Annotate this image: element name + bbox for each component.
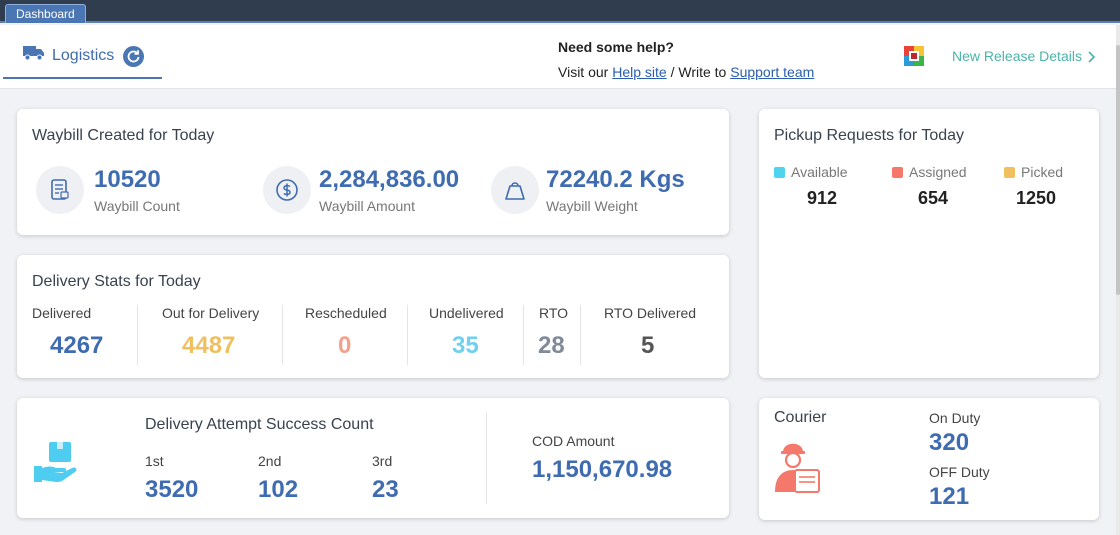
- on-duty-label: On Duty: [929, 410, 981, 426]
- attempt-divider: [486, 412, 487, 504]
- waybill-weight-value: 72240.2 Kgs: [546, 166, 685, 193]
- weight-icon: [505, 182, 525, 200]
- attempt-1-label: 1st: [145, 453, 164, 469]
- off-duty-value: 121: [929, 483, 970, 510]
- pickup-value: 1250: [1016, 188, 1057, 208]
- receipt-icon: [51, 179, 69, 200]
- stat-rescheduled: Rescheduled 0: [282, 305, 407, 365]
- pickup-label: Assigned: [909, 164, 967, 180]
- help-line: Visit our Help site / Write to Support t…: [558, 64, 814, 80]
- waybill-title: Waybill Created for Today: [32, 127, 215, 144]
- legend-swatch: [892, 167, 903, 178]
- new-release-link[interactable]: New Release Details: [952, 48, 1082, 64]
- stat-value: 0: [338, 332, 352, 359]
- pickup-title: Pickup Requests for Today: [774, 127, 965, 144]
- waybill-count-value: 10520: [94, 166, 161, 193]
- stat-label: Out for Delivery: [162, 305, 260, 321]
- help-site-link[interactable]: Help site: [612, 64, 667, 80]
- logistics-label: Logistics: [52, 47, 115, 64]
- chevron-right-icon[interactable]: [1087, 50, 1097, 64]
- attempt-3-value: 23: [372, 476, 399, 503]
- pickup-value: 912: [807, 188, 838, 208]
- stat-value: 35: [452, 332, 479, 359]
- pickup-requests-card: Pickup Requests for Today Available 912 …: [759, 109, 1099, 378]
- pickup-label: Picked: [1021, 164, 1064, 180]
- waybill-weight-circle: [491, 166, 539, 214]
- scrollbar[interactable]: [1116, 25, 1120, 535]
- waybill-count-circle: [36, 166, 84, 214]
- refresh-icon[interactable]: [123, 46, 144, 67]
- stat-value: 5: [641, 332, 655, 359]
- stat-label: Undelivered: [429, 305, 504, 321]
- attempt-title: Delivery Attempt Success Count: [145, 416, 374, 433]
- stat-value: 28: [538, 332, 565, 359]
- support-team-link[interactable]: Support team: [730, 64, 815, 80]
- delivery-stats-card: Delivery Stats for Today Delivered 4267 …: [17, 255, 729, 378]
- waybill-amount-circle: [263, 166, 311, 214]
- release-logo-icon: [904, 46, 924, 66]
- pickup-value: 654: [918, 188, 949, 208]
- help-prefix: Visit our: [558, 64, 609, 80]
- waybill-weight-label: Waybill Weight: [546, 198, 638, 214]
- waybill-card: Waybill Created for Today 10520 Waybill …: [17, 109, 729, 235]
- off-duty-label: OFF Duty: [929, 464, 990, 480]
- dollar-icon: [276, 179, 298, 201]
- truck-icon: [23, 46, 44, 61]
- legend-swatch: [774, 167, 785, 178]
- stat-rto-delivered: RTO Delivered 5: [580, 305, 720, 365]
- scrollbar-thumb[interactable]: [1116, 45, 1120, 295]
- courier-icon: [775, 443, 820, 493]
- waybill-count-label: Waybill Count: [94, 198, 180, 214]
- delivery-stats-title: Delivery Stats for Today: [32, 273, 201, 290]
- stat-label: RTO: [539, 305, 569, 321]
- stat-delivered: Delivered 4267: [17, 305, 137, 365]
- stat-rto: RTO 28: [523, 305, 580, 365]
- tab-logistics[interactable]: Logistics: [3, 25, 162, 79]
- courier-title: Courier: [774, 409, 827, 426]
- hand-box-icon: [34, 442, 77, 482]
- attempt-2-value: 102: [258, 476, 299, 503]
- stat-label: RTO Delivered: [604, 305, 697, 321]
- pickup-label: Available: [791, 164, 848, 180]
- stat-undelivered: Undelivered 35: [407, 305, 523, 365]
- attempt-2-label: 2nd: [258, 453, 282, 469]
- header: Logistics Need some help? Visit our Help…: [0, 25, 1116, 89]
- cod-amount-label: COD Amount: [532, 433, 615, 449]
- waybill-amount-label: Waybill Amount: [319, 198, 415, 214]
- tab-dashboard[interactable]: Dashboard: [5, 4, 86, 23]
- on-duty-value: 320: [929, 429, 970, 456]
- legend-swatch: [1004, 167, 1015, 178]
- help-mid: / Write to: [670, 64, 727, 80]
- attempt-1-value: 3520: [145, 476, 199, 503]
- waybill-amount-value: 2,284,836.00: [319, 166, 460, 193]
- stat-label: Rescheduled: [305, 305, 387, 321]
- attempt-3-label: 3rd: [372, 453, 393, 469]
- courier-card: Courier On Duty 320 OFF Duty 121: [759, 398, 1099, 520]
- help-title: Need some help?: [558, 39, 674, 55]
- top-strip: Dashboard: [0, 0, 1120, 23]
- stat-value: 4267: [50, 332, 104, 359]
- stat-value: 4487: [182, 332, 236, 359]
- delivery-attempt-card: Delivery Attempt Success Count 1st 3520 …: [17, 398, 729, 518]
- stat-out-for-delivery: Out for Delivery 4487: [137, 305, 282, 365]
- cod-amount-value: 1,150,670.98: [532, 456, 673, 483]
- stat-label: Delivered: [32, 305, 92, 321]
